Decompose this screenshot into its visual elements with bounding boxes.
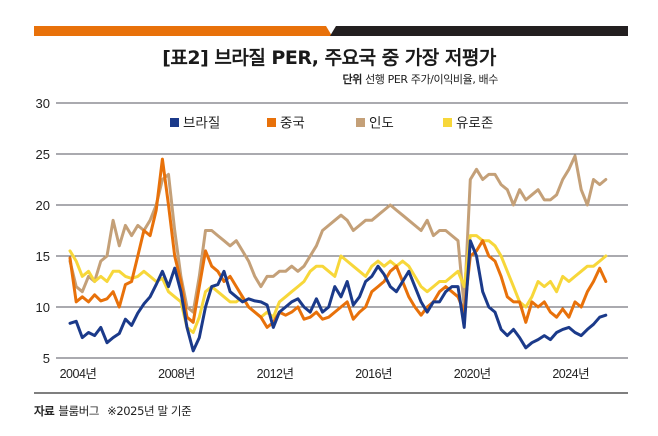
footnote: ※2025년 말 기준 xyxy=(107,404,192,418)
legend-swatch xyxy=(356,118,365,127)
source-label: 자료 xyxy=(34,404,55,418)
series-lines xyxy=(68,154,608,353)
header-accent-bar xyxy=(34,26,628,36)
x-tick-label: 2016년 xyxy=(355,367,392,381)
line-chart: 5 10 15 20 25 30 2004년 2008년 2012년 2016년 2020년 202… xyxy=(36,96,628,381)
unit-note: 단위 선행 PER 주가/이익비율, 배수 xyxy=(342,71,499,87)
y-tick-label: 30 xyxy=(36,96,50,111)
legend: 브라질 중국 인도 유로존 xyxy=(170,116,493,132)
unit-text: 선행 PER 주가/이익비율, 배수 xyxy=(365,73,498,86)
legend-label: 유로존 xyxy=(456,116,493,132)
header-bar-orange xyxy=(34,26,332,36)
legend-swatch xyxy=(267,118,276,127)
x-tick-label: 2024년 xyxy=(552,367,589,381)
x-tick-label: 2008년 xyxy=(158,367,195,381)
source-text: 블룸버그 xyxy=(58,404,100,418)
header-bar-dark xyxy=(330,26,628,36)
unit-label: 단위 xyxy=(342,73,363,86)
legend-swatch xyxy=(170,118,179,127)
y-tick-label: 20 xyxy=(36,198,50,213)
legend-label: 중국 xyxy=(280,116,305,132)
y-axis-ticks: 5 10 15 20 25 30 xyxy=(36,96,50,366)
x-tick-label: 2012년 xyxy=(257,367,294,381)
legend-label: 브라질 xyxy=(183,116,220,132)
x-tick-label: 2004년 xyxy=(60,367,97,381)
legend-label: 인도 xyxy=(369,116,394,132)
x-tick-label: 2020년 xyxy=(454,367,491,381)
y-tick-label: 15 xyxy=(36,249,50,264)
y-tick-label: 5 xyxy=(43,351,50,366)
y-tick-label: 25 xyxy=(36,147,50,162)
source-note: 자료 블룸버그 ※2025년 말 기준 xyxy=(34,403,192,419)
series-line-0 xyxy=(68,239,608,353)
chart-title: [표2] 브라질 PER, 주요국 중 가장 저평가 xyxy=(162,47,496,69)
y-tick-label: 10 xyxy=(36,300,50,315)
series-line-1 xyxy=(68,157,608,329)
legend-swatch xyxy=(443,118,452,127)
x-axis-ticks: 2004년 2008년 2012년 2016년 2020년 2024년 xyxy=(60,367,590,381)
